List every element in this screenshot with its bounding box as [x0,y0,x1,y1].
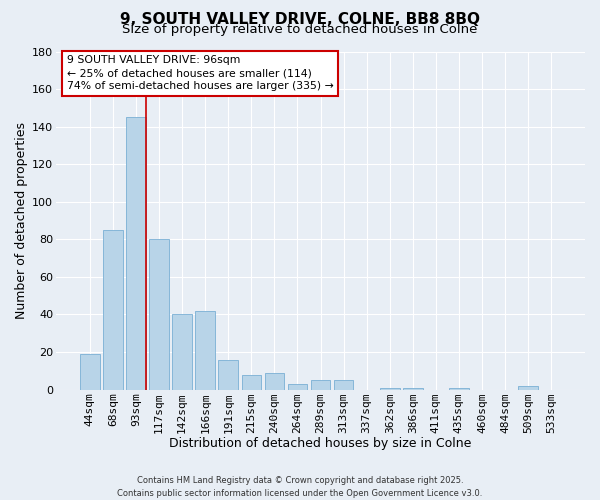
Bar [287,384,307,390]
Bar [265,372,284,390]
Bar [334,380,353,390]
Bar [218,360,238,390]
Text: Size of property relative to detached houses in Colne: Size of property relative to detached ho… [122,22,478,36]
Bar [172,314,192,390]
Bar [149,240,169,390]
Bar [518,386,538,390]
Bar [103,230,123,390]
Y-axis label: Number of detached properties: Number of detached properties [15,122,28,319]
Bar [196,310,215,390]
Text: Contains HM Land Registry data © Crown copyright and database right 2025.
Contai: Contains HM Land Registry data © Crown c… [118,476,482,498]
X-axis label: Distribution of detached houses by size in Colne: Distribution of detached houses by size … [169,437,472,450]
Bar [80,354,100,390]
Bar [403,388,422,390]
Text: 9 SOUTH VALLEY DRIVE: 96sqm
← 25% of detached houses are smaller (114)
74% of se: 9 SOUTH VALLEY DRIVE: 96sqm ← 25% of det… [67,55,334,92]
Bar [126,117,146,390]
Bar [242,374,261,390]
Bar [380,388,400,390]
Bar [311,380,331,390]
Text: 9, SOUTH VALLEY DRIVE, COLNE, BB8 8BQ: 9, SOUTH VALLEY DRIVE, COLNE, BB8 8BQ [120,12,480,28]
Bar [449,388,469,390]
